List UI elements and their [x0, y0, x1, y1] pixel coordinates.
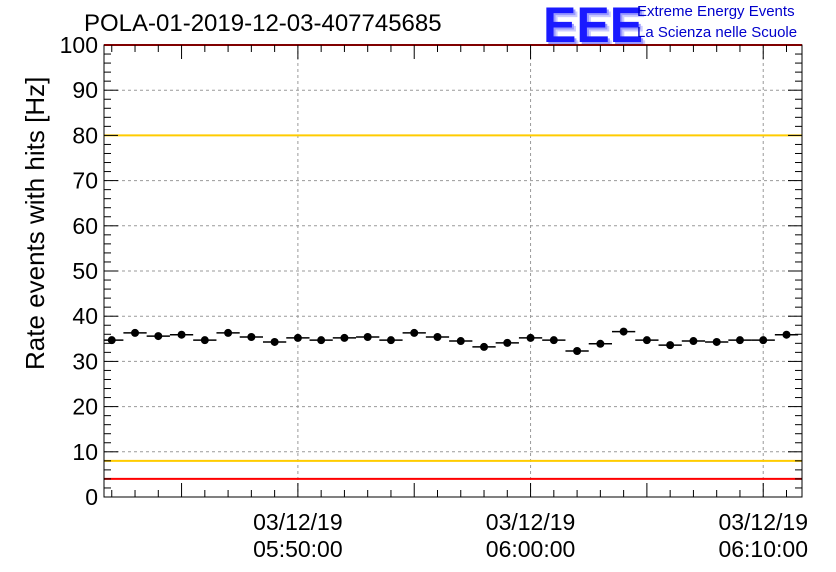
y-tick-label: 40	[72, 303, 98, 329]
y-tick-label: 90	[72, 77, 98, 103]
data-point	[596, 339, 605, 348]
chart-title: POLA-01-2019-12-03-407745685	[84, 10, 442, 37]
data-point	[293, 333, 302, 342]
data-point	[270, 337, 279, 346]
data-point	[386, 336, 395, 345]
data-point	[131, 328, 140, 337]
data-point	[759, 336, 768, 345]
data-point	[410, 328, 419, 337]
data-point	[526, 333, 535, 342]
data-point	[735, 336, 744, 345]
data-point	[154, 332, 163, 341]
y-tick-label: 0	[85, 484, 98, 510]
data-point	[247, 332, 256, 341]
data-point	[573, 347, 582, 356]
data-point	[480, 342, 489, 351]
y-tick-label: 80	[72, 122, 98, 148]
x-tick-date-label: 03/12/19	[718, 509, 808, 535]
y-tick-label: 20	[72, 394, 98, 420]
y-tick-label: 60	[72, 213, 98, 239]
data-point	[666, 341, 675, 350]
data-point	[107, 336, 116, 345]
data-point	[340, 333, 349, 342]
data-point	[456, 337, 465, 346]
data-point	[689, 337, 698, 346]
y-tick-label: 30	[72, 348, 98, 374]
logo-line-2: La Scienza nelle Scuole	[637, 24, 798, 41]
x-tick-date-label: 03/12/19	[486, 509, 576, 535]
x-tick-time-label: 05:50:00	[253, 536, 343, 562]
data-point	[549, 336, 558, 345]
y-tick-label: 70	[72, 168, 98, 194]
logo-line-1: Extreme Energy Events	[637, 3, 795, 20]
x-tick-date-label: 03/12/19	[253, 509, 343, 535]
data-point	[782, 330, 791, 339]
x-tick-time-label: 06:00:00	[486, 536, 576, 562]
y-tick-label: 50	[72, 258, 98, 284]
data-point	[433, 332, 442, 341]
data-point	[363, 332, 372, 341]
y-tick-label: 10	[72, 439, 98, 465]
data-point	[177, 330, 186, 339]
data-point	[642, 336, 651, 345]
data-point	[712, 337, 721, 346]
eee-logo: EEE Extreme Energy Events La Scienza nel…	[543, 0, 833, 53]
data-point	[619, 327, 628, 336]
x-tick-time-label: 06:10:00	[718, 536, 808, 562]
data-point	[317, 336, 326, 345]
data-point	[224, 328, 233, 337]
data-point	[200, 336, 209, 345]
y-tick-label: 100	[60, 32, 98, 58]
data-point	[503, 338, 512, 347]
